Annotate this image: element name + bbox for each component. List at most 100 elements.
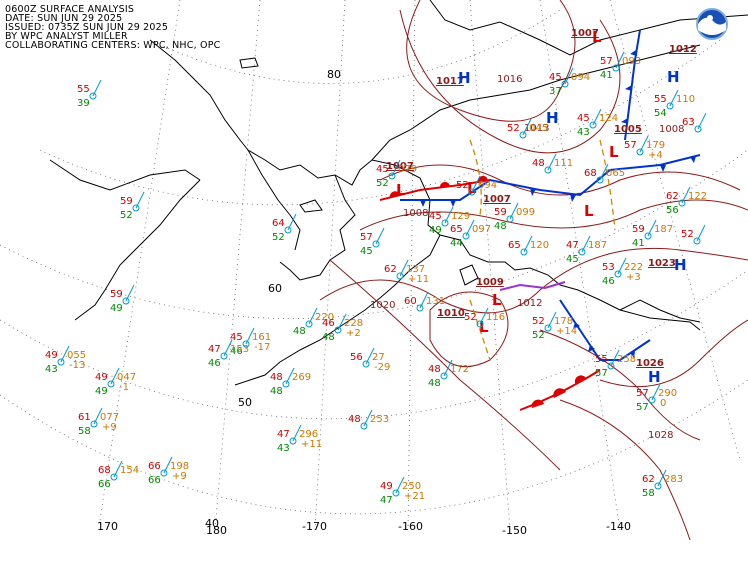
station-pressure: 099 [516,207,535,218]
station-circle [282,380,290,388]
station-pressure-tendency: -1 [119,382,129,393]
station-pressure: 228 [344,318,363,329]
station-circle [544,166,552,174]
wind-barb [592,108,602,126]
wind-barb [419,291,429,309]
low-pressure-symbol: L [584,202,594,220]
station-dewpoint: 52 [376,178,389,189]
station-circle [122,297,130,305]
isobar-line [379,164,741,196]
station-pressure: 222 [624,262,643,273]
meridian-m170 [314,0,346,531]
station-dewpoint: 52 [272,232,285,243]
cold-front-line [559,299,651,361]
aleutian-chain [234,329,336,386]
high-pressure-symbol: H [458,69,471,87]
isobar-line [399,9,621,154]
station-circle [305,320,313,328]
station-pressure-tendency: +14 [556,326,577,337]
station-temperature: 61 [78,412,91,423]
station-pressure: 178 [554,316,573,327]
wind-barb [657,469,667,487]
station-circle [654,482,662,490]
wind-barb [113,460,123,478]
high-pressure-symbol: H [648,368,661,386]
station-circle [678,199,686,207]
station-dewpoint: 58 [78,426,91,437]
station-pressure-tendency: +2 [346,328,361,339]
wind-barb [399,259,409,277]
wind-barb [337,313,347,331]
station-circle [160,469,168,477]
southeast-alaska-coast [619,299,701,323]
station-pressure: 116 [486,312,505,323]
station-temperature: 55 [595,354,608,365]
wind-barb [363,409,373,427]
wind-barb [681,186,691,204]
wind-barb [125,284,135,302]
station-pressure-tendency: -29 [374,362,390,373]
cold-front-triangle [690,156,696,163]
lat-label-80: 80 [327,68,341,81]
station-pressure: 179 [646,140,665,151]
station-temperature: 52 [532,316,545,327]
station-dewpoint: 37 [549,86,562,97]
station-circle [396,272,404,280]
high-pressure-symbol: H [674,256,687,274]
isobar-line [359,199,748,231]
wind-barb [287,213,297,231]
cold-front-barbs [573,322,635,358]
station-pressure: 153 [230,344,249,355]
station-dewpoint: 49 [429,225,442,236]
station-pressure: 110 [676,94,695,105]
cold-front-triangle [588,345,595,352]
wind-barb [651,383,661,401]
station-circle [462,232,470,240]
collaborating-centers: COLLABORATING CENTERS: WPC, NHC, OPC [5,40,221,51]
station-temperature: 59 [110,289,123,300]
station-pressure-tendency: +11 [301,439,322,450]
station-temperature: 45 [577,113,590,124]
station-dewpoint: 48 [428,378,441,389]
station-pressure: 172 [450,364,469,375]
station-temperature: 49 [45,350,58,361]
wind-barb [395,476,405,494]
station-temperature: 62 [384,264,397,275]
station-dewpoint: 46 [208,358,221,369]
station-pressure: 253 [370,414,389,425]
station-dewpoint: 57 [595,368,608,379]
low-pressure-symbol: L [479,318,489,336]
wind-barb [522,118,532,136]
station-pressure: 047 [117,372,136,383]
station-pressure: 097 [472,224,491,235]
station-circle [372,240,380,248]
station-temperature: 63 [682,117,695,128]
station-circle [544,324,552,332]
station-dewpoint: 43 [577,127,590,138]
wind-barb [509,202,519,220]
station-temperature: 52 [681,229,694,240]
station-temperature: 55 [77,84,90,95]
station-dewpoint: 41 [600,70,613,81]
station-circle [693,237,701,245]
station-pressure: 27 [372,352,385,363]
high-pressure-symbol: H [667,68,680,86]
isobar-label: 1016 [497,74,522,85]
station-dewpoint: 43 [277,443,290,454]
low-pressure-label: 1007 [571,28,599,39]
low-pressure-symbol: L [592,28,602,46]
wind-barb [223,339,233,357]
low-pressure-label: 1007 [483,194,511,205]
meridian-180 [214,0,261,531]
station-dewpoint: 49 [110,303,123,314]
wind-barb [599,163,609,181]
wind-barb [523,235,533,253]
wind-barb [564,67,574,85]
station-temperature: 47 [208,344,221,355]
cold-front-triangle [420,200,426,207]
station-dewpoint: 66 [148,475,161,486]
station-pressure: 269 [292,372,311,383]
station-circle [334,326,342,334]
station-circle [289,437,297,445]
station-temperature: 64 [272,218,285,229]
